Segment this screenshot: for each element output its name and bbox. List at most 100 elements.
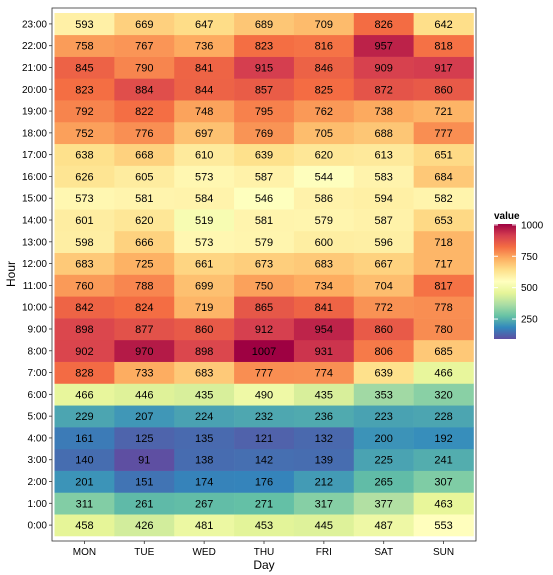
cell-value-label: 806 [375, 346, 393, 358]
cell-value-label: 271 [255, 498, 273, 510]
cell-value-label: 201 [75, 477, 93, 489]
cell-value-label: 228 [434, 411, 452, 423]
cell-value-label: 704 [375, 280, 393, 292]
cell-value-label: 846 [315, 62, 333, 74]
cell-value-label: 598 [75, 237, 93, 249]
heatmap-cell [114, 318, 175, 341]
cell-value-label: 458 [75, 520, 93, 532]
cell-value-label: 790 [135, 62, 153, 74]
heatmap-cell [293, 274, 355, 297]
heatmap-cell [174, 427, 235, 450]
heatmap-cell [234, 230, 295, 254]
heatmap-cell [114, 274, 175, 297]
cell-value-label: 236 [315, 411, 333, 423]
heatmap-cell [234, 296, 295, 319]
heatmap-cell [293, 361, 355, 384]
x-tick-label: FRI [316, 547, 332, 558]
heatmap-cell [174, 230, 235, 254]
cell-value-label: 626 [75, 171, 93, 183]
cell-value-label: 446 [135, 389, 153, 401]
cell-value-label: 639 [375, 368, 393, 380]
cell-value-label: 705 [315, 128, 333, 140]
cell-value-label: 931 [315, 346, 333, 358]
cell-value-label: 229 [75, 411, 93, 423]
heatmap-cell [353, 470, 414, 493]
heatmap-cell [413, 318, 474, 341]
cell-value-label: 121 [255, 433, 273, 445]
heatmap-cell [234, 187, 295, 210]
cell-value-label: 140 [75, 455, 93, 467]
heatmap-cell [234, 78, 295, 101]
cell-value-label: 453 [255, 520, 273, 532]
y-tick-label: 23:00 [22, 19, 47, 30]
heatmap-cell [54, 405, 115, 428]
y-tick-label: 18:00 [22, 128, 47, 139]
cell-value-label: 709 [315, 19, 333, 31]
heatmap-cell [174, 187, 235, 210]
y-tick-label: 10:00 [22, 303, 47, 314]
cell-value-label: 487 [375, 520, 393, 532]
cell-value-label: 151 [135, 477, 153, 489]
cell-value-label: 877 [135, 324, 153, 336]
heatmap-cell [293, 78, 355, 101]
cell-value-label: 207 [135, 411, 153, 423]
y-tick-label: 13:00 [22, 237, 47, 248]
y-tick-label: 17:00 [22, 150, 47, 161]
cell-value-label: 267 [195, 498, 213, 510]
legend-tick-label: 250 [521, 315, 538, 326]
heatmap-cell [413, 230, 474, 254]
heatmap-cell [174, 383, 235, 406]
heatmap-cell [114, 165, 175, 188]
heatmap-cell [353, 209, 414, 232]
cell-value-label: 758 [75, 41, 93, 53]
cell-value-label: 601 [75, 215, 93, 227]
heatmap-cell [54, 514, 115, 537]
heatmap-cell [234, 361, 295, 384]
heatmap-cell [413, 274, 474, 297]
heatmap-cell [413, 492, 474, 515]
cell-value-label: 212 [315, 477, 333, 489]
cell-value-label: 860 [195, 324, 213, 336]
cell-value-label: 823 [255, 41, 273, 53]
y-tick-label: 7:00 [28, 368, 48, 379]
cell-value-label: 445 [315, 520, 333, 532]
legend-tick-label: 750 [521, 252, 538, 263]
cell-value-label: 600 [315, 237, 333, 249]
heatmap-cell [114, 296, 175, 319]
heatmap-cell [174, 209, 235, 232]
heatmap-cell [234, 34, 295, 57]
heatmap-cell [293, 56, 355, 79]
cell-value-label: 544 [315, 171, 333, 183]
cell-value-label: 818 [434, 41, 452, 53]
heatmap-cell [114, 492, 175, 515]
cell-value-label: 898 [195, 346, 213, 358]
heatmap-cell [293, 492, 355, 515]
heatmap-cell [54, 274, 115, 297]
heatmap-cell [174, 100, 235, 123]
heatmap-cell [54, 187, 115, 210]
cell-value-label: 573 [195, 171, 213, 183]
cell-value-label: 377 [375, 498, 393, 510]
y-tick-label: 11:00 [23, 281, 48, 292]
legend-title: value [494, 211, 520, 222]
cell-value-label: 161 [75, 433, 93, 445]
heatmap-cell [293, 296, 355, 319]
heatmap-cell [54, 318, 115, 341]
cell-value-label: 845 [75, 62, 93, 74]
heatmap-cells: 458 426 481 453 445 487 553 311 261 267 271 317 377 4… [54, 13, 474, 537]
cell-value-label: 651 [434, 150, 452, 162]
heatmap-cell [353, 230, 414, 254]
y-tick-label: 12:00 [22, 259, 47, 270]
cell-value-label: 620 [315, 150, 333, 162]
cell-value-label: 792 [75, 106, 93, 118]
heatmap-cell [174, 318, 235, 341]
cell-value-label: 579 [315, 215, 333, 227]
cell-value-label: 613 [375, 150, 393, 162]
heatmap-cell [174, 296, 235, 319]
cell-value-label: 581 [255, 215, 273, 227]
cell-value-label: 844 [195, 84, 213, 96]
heatmap-cell [114, 252, 175, 275]
cell-value-label: 435 [195, 389, 213, 401]
heatmap-cell [413, 165, 474, 188]
heatmap-cell [234, 405, 295, 428]
